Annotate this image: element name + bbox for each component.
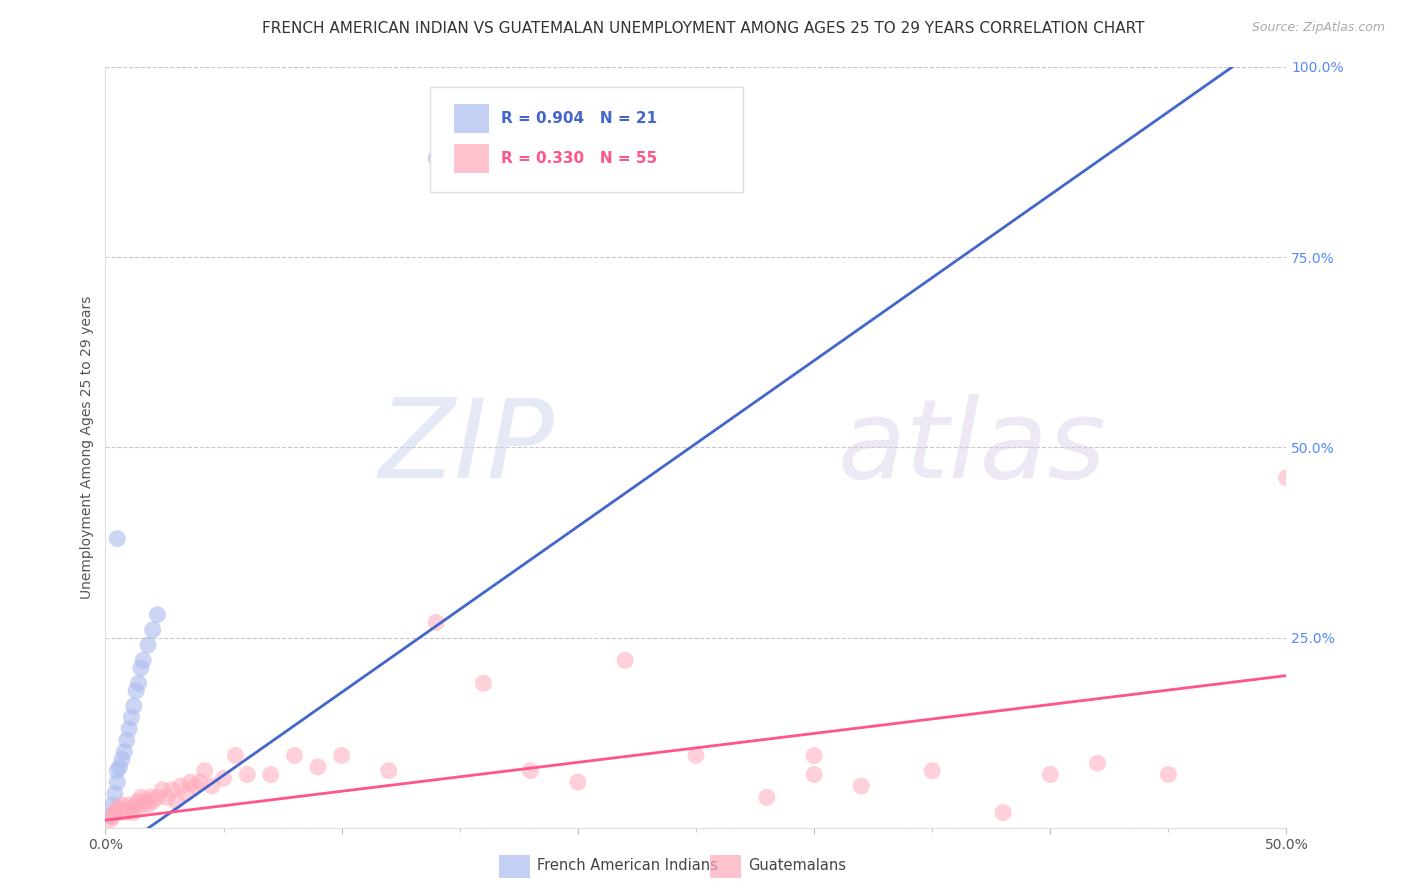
Point <box>125 683 148 698</box>
Point <box>1275 471 1298 485</box>
Point <box>803 767 825 781</box>
Point <box>98 813 121 827</box>
Point <box>135 794 157 808</box>
Text: FRENCH AMERICAN INDIAN VS GUATEMALAN UNEMPLOYMENT AMONG AGES 25 TO 29 YEARS CORR: FRENCH AMERICAN INDIAN VS GUATEMALAN UNE… <box>262 21 1144 36</box>
Point <box>851 779 873 793</box>
Point <box>98 809 121 823</box>
Point <box>194 764 217 778</box>
Point <box>104 805 127 820</box>
Point <box>108 805 131 820</box>
Point <box>115 805 138 820</box>
Point <box>128 676 150 690</box>
Point <box>1157 767 1180 781</box>
Point <box>120 802 142 816</box>
Point <box>111 797 134 812</box>
Point <box>567 775 589 789</box>
Point <box>139 790 162 805</box>
Point <box>118 722 141 736</box>
Point <box>105 532 128 546</box>
Point <box>614 653 637 667</box>
Point <box>146 790 169 805</box>
Point <box>150 782 173 797</box>
Text: R = 0.330   N = 55: R = 0.330 N = 55 <box>501 151 657 166</box>
Point <box>122 699 145 714</box>
Point <box>125 797 148 812</box>
Point <box>201 779 224 793</box>
Point <box>165 794 187 808</box>
Point <box>330 748 353 763</box>
Point <box>425 615 447 630</box>
Point <box>112 745 135 759</box>
Text: Source: ZipAtlas.com: Source: ZipAtlas.com <box>1251 21 1385 34</box>
Point <box>472 676 495 690</box>
Point <box>128 794 150 808</box>
Point <box>921 764 943 778</box>
Point <box>1087 756 1109 770</box>
Point <box>108 760 131 774</box>
Point <box>283 748 305 763</box>
Point <box>236 767 259 781</box>
Point <box>184 779 207 793</box>
Point <box>156 790 179 805</box>
Point <box>112 802 135 816</box>
Point <box>142 623 165 637</box>
Point <box>260 767 283 781</box>
Point <box>378 764 401 778</box>
Point <box>224 748 246 763</box>
Point <box>146 607 169 622</box>
Point <box>105 764 128 778</box>
Point <box>519 764 541 778</box>
FancyBboxPatch shape <box>454 144 489 173</box>
Point <box>120 710 142 724</box>
Point <box>179 775 201 789</box>
Point <box>118 797 141 812</box>
Text: French American Indians: French American Indians <box>537 858 718 872</box>
Point <box>803 748 825 763</box>
Point <box>122 805 145 820</box>
Y-axis label: Unemployment Among Ages 25 to 29 years: Unemployment Among Ages 25 to 29 years <box>80 295 94 599</box>
Point <box>685 748 707 763</box>
Point <box>105 775 128 789</box>
Point <box>170 779 193 793</box>
Point <box>129 790 152 805</box>
Point <box>111 752 134 766</box>
Point <box>188 775 211 789</box>
Point <box>132 797 155 812</box>
Point <box>115 733 138 747</box>
Point <box>160 782 183 797</box>
Point <box>991 805 1014 820</box>
Point <box>101 809 124 823</box>
Point <box>1039 767 1062 781</box>
Point <box>174 787 197 801</box>
Point <box>105 802 128 816</box>
Point <box>425 151 447 165</box>
Point <box>136 638 159 652</box>
Point <box>142 794 165 808</box>
Text: atlas: atlas <box>838 394 1107 500</box>
Point <box>101 797 124 812</box>
FancyBboxPatch shape <box>454 104 489 133</box>
FancyBboxPatch shape <box>430 87 744 193</box>
Point <box>132 653 155 667</box>
Point <box>212 772 235 786</box>
Text: Guatemalans: Guatemalans <box>748 858 846 872</box>
Text: ZIP: ZIP <box>378 394 554 500</box>
Point <box>129 661 152 675</box>
Point <box>104 787 127 801</box>
Point <box>307 760 329 774</box>
Point <box>755 790 778 805</box>
Text: R = 0.904   N = 21: R = 0.904 N = 21 <box>501 112 657 126</box>
Point <box>136 797 159 812</box>
